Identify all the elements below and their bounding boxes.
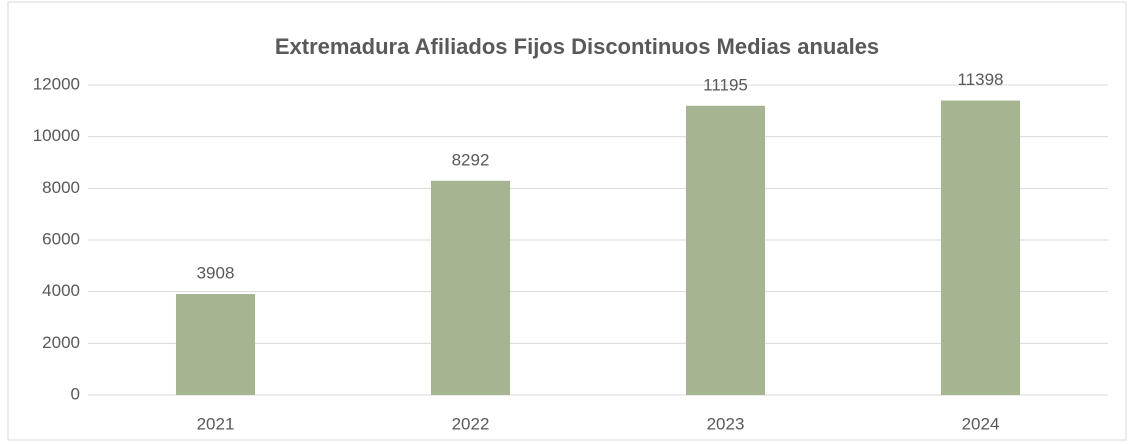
- x-tick-label: 2024: [962, 414, 1000, 433]
- y-tick-label: 10000: [33, 126, 80, 145]
- x-tick-label: 2021: [197, 414, 235, 433]
- x-tick-label: 2023: [707, 414, 745, 433]
- y-tick-label: 2000: [42, 333, 80, 352]
- bar: [685, 105, 766, 395]
- y-tick-label: 4000: [42, 281, 80, 300]
- data-label: 3908: [197, 264, 235, 283]
- bar: [940, 100, 1021, 395]
- data-label: 11195: [703, 75, 748, 94]
- data-label: 8292: [452, 150, 490, 169]
- y-tick-label: 8000: [42, 178, 80, 197]
- bar: [175, 294, 256, 395]
- y-tick-label: 6000: [42, 229, 80, 248]
- chart-title: Extremadura Afiliados Fijos Discontinuos…: [275, 34, 879, 59]
- data-label: 11398: [957, 70, 1003, 89]
- bar: [430, 180, 511, 395]
- x-tick-label: 2022: [452, 414, 490, 433]
- y-tick-label: 12000: [33, 74, 80, 93]
- y-tick-label: 0: [71, 384, 80, 403]
